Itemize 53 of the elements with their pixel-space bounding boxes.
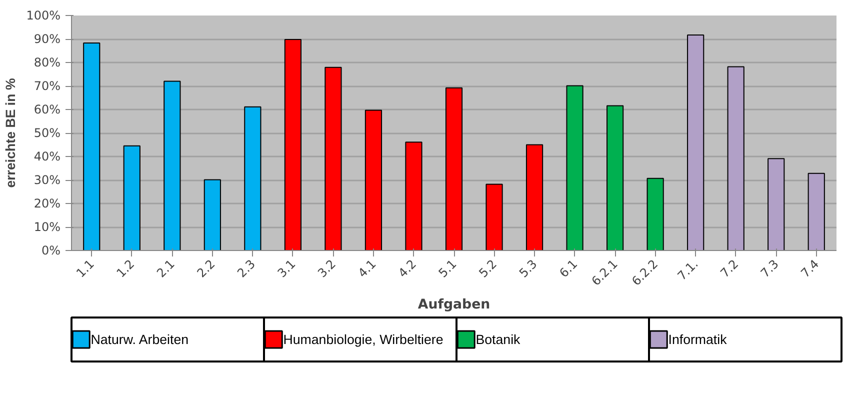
y-axis-title: erreichte BE in % — [3, 78, 18, 188]
x-tick-label: 7.2 — [718, 256, 742, 280]
bar — [164, 80, 181, 250]
y-tick-label: 30% — [34, 173, 60, 187]
bar — [727, 66, 744, 250]
x-tick-label: 3.1 — [274, 256, 298, 280]
x-tick-label: 1.2 — [114, 256, 138, 280]
x-tick-label: 2.3 — [234, 256, 258, 280]
y-tick-label: 0% — [41, 244, 61, 258]
bar — [284, 38, 302, 250]
y-tick-label: 70% — [34, 79, 60, 93]
y-tick-label: 40% — [34, 150, 60, 164]
bar — [687, 34, 704, 250]
x-axis-title: Aufgaben — [418, 297, 490, 312]
x-tick-label: 2.2 — [194, 256, 218, 280]
bar — [405, 142, 422, 250]
bar — [526, 144, 544, 250]
bar — [566, 85, 584, 250]
x-tick-label: 7.4 — [798, 256, 822, 280]
y-tick-label: 20% — [34, 196, 60, 210]
bar — [768, 158, 785, 250]
bar — [123, 145, 140, 250]
y-tick-label: 10% — [34, 220, 60, 234]
x-tick-label: 3.2 — [315, 256, 339, 280]
bar — [646, 178, 664, 250]
legend-label: Humanbiologie, Wirbeltiere — [283, 332, 444, 347]
bar — [364, 110, 382, 250]
x-tick-label: 5.1 — [436, 256, 460, 280]
y-tick-label: 60% — [34, 102, 60, 116]
legend-label: Naturw. Arbeiten — [90, 332, 189, 347]
bar — [808, 172, 825, 250]
x-tick-label: 2.1 — [154, 256, 178, 280]
x-tick-label: 7.3 — [758, 256, 782, 280]
bar — [445, 87, 463, 250]
y-tick-label: 90% — [34, 32, 60, 46]
bar — [324, 66, 342, 250]
legend-label: Informatik — [668, 332, 728, 347]
y-tick-label: 50% — [34, 126, 60, 140]
bar — [486, 184, 503, 250]
bar — [244, 106, 262, 250]
bar — [606, 105, 624, 250]
bar — [204, 179, 221, 250]
x-tick-label: 1.1 — [74, 256, 97, 280]
x-tick-label: 4.2 — [396, 256, 420, 280]
x-tick-label: 4.1 — [355, 256, 379, 280]
x-tick-label: 5.2 — [476, 256, 500, 280]
y-tick-label: 80% — [34, 56, 60, 70]
legend-label: Botanik — [476, 332, 521, 347]
x-tick-label: 5.3 — [516, 256, 540, 280]
x-tick-label: 6.1 — [556, 256, 580, 280]
bar — [83, 42, 100, 250]
x-tick-label: 7.1. — [674, 256, 701, 283]
y-tick-label: 100% — [26, 8, 61, 22]
